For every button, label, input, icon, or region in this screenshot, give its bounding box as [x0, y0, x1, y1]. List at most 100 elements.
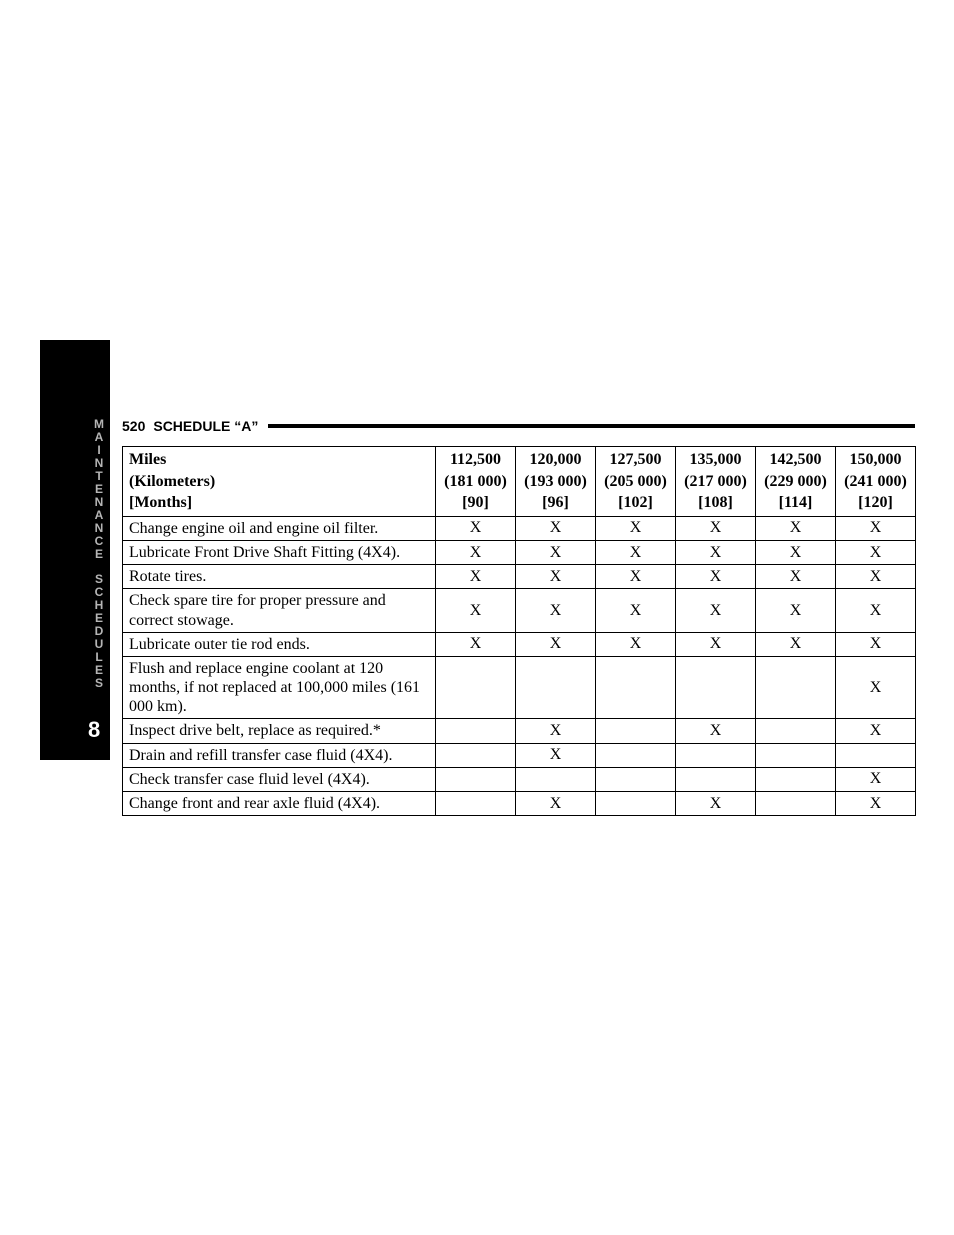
row-value-cell: X [676, 632, 756, 656]
row-value-cell: X [756, 540, 836, 564]
row-description: Lubricate Front Drive Shaft Fitting (4X4… [123, 540, 436, 564]
header-interval-cell: 127,500(205 000)[102] [596, 447, 676, 517]
row-value-cell: X [676, 719, 756, 743]
row-value-cell: X [756, 516, 836, 540]
header-interval-cell: 112,500(181 000)[90] [436, 447, 516, 517]
row-value-cell: X [836, 656, 916, 719]
row-value-cell [516, 656, 596, 719]
header-km-label: (Kilometers) [129, 471, 429, 493]
side-tab-word-schedules: SCHEDULES [92, 573, 106, 690]
row-value-cell [436, 743, 516, 767]
table-head: Miles (Kilometers) [Months] 112,500(181 … [123, 447, 916, 517]
page-header: 520 SCHEDULE “A” [122, 418, 915, 434]
header-months-value: [108] [682, 492, 749, 514]
row-value-cell: X [596, 565, 676, 589]
side-tab-section-number: 8 [88, 717, 100, 743]
row-value-cell [676, 767, 756, 791]
schedule-table: Miles (Kilometers) [Months] 112,500(181 … [122, 446, 916, 816]
row-value-cell: X [516, 632, 596, 656]
header-months-value: [102] [602, 492, 669, 514]
row-value-cell [676, 656, 756, 719]
row-value-cell [596, 743, 676, 767]
row-value-cell [756, 743, 836, 767]
row-description: Change front and rear axle fluid (4X4). [123, 792, 436, 816]
header-km-value: (241 000) [842, 471, 909, 493]
side-tab-letter: S [92, 677, 106, 690]
row-value-cell [596, 719, 676, 743]
header-months-value: [96] [522, 492, 589, 514]
section-title: SCHEDULE “A” [153, 418, 258, 434]
row-value-cell: X [596, 632, 676, 656]
row-value-cell: X [516, 719, 596, 743]
row-value-cell [436, 719, 516, 743]
row-value-cell: X [596, 540, 676, 564]
row-value-cell: X [436, 589, 516, 632]
row-value-cell: X [756, 565, 836, 589]
row-value-cell: X [596, 589, 676, 632]
header-km-value: (205 000) [602, 471, 669, 493]
row-description: Lubricate outer tie rod ends. [123, 632, 436, 656]
table-row: Lubricate Front Drive Shaft Fitting (4X4… [123, 540, 916, 564]
row-value-cell: X [836, 632, 916, 656]
table-header-row: Miles (Kilometers) [Months] 112,500(181 … [123, 447, 916, 517]
row-value-cell: X [436, 565, 516, 589]
row-value-cell: X [676, 516, 756, 540]
row-value-cell: X [756, 632, 836, 656]
header-miles-value: 135,000 [682, 449, 749, 471]
row-description: Drain and refill transfer case fluid (4X… [123, 743, 436, 767]
row-value-cell [756, 719, 836, 743]
row-value-cell: X [676, 792, 756, 816]
table-row: Rotate tires.XXXXXX [123, 565, 916, 589]
side-tab-word-maintenance: MAINTENANCE [92, 418, 106, 561]
row-value-cell [436, 767, 516, 791]
row-value-cell: X [836, 767, 916, 791]
page: MAINTENANCE SCHEDULES 8 520 SCHEDULE “A”… [0, 0, 954, 1235]
table-row: Inspect drive belt, replace as required.… [123, 719, 916, 743]
header-months-value: [90] [442, 492, 509, 514]
row-description: Change engine oil and engine oil filter. [123, 516, 436, 540]
table-body: Change engine oil and engine oil filter.… [123, 516, 916, 815]
row-value-cell: X [436, 540, 516, 564]
row-value-cell: X [516, 516, 596, 540]
schedule-table-wrap: Miles (Kilometers) [Months] 112,500(181 … [122, 446, 915, 816]
header-miles-label: Miles [129, 449, 429, 471]
row-value-cell: X [516, 589, 596, 632]
row-description: Flush and replace engine coolant at 120 … [123, 656, 436, 719]
row-value-cell: X [836, 719, 916, 743]
row-value-cell [676, 743, 756, 767]
row-value-cell: X [676, 589, 756, 632]
row-value-cell: X [516, 565, 596, 589]
header-months-value: [114] [762, 492, 829, 514]
row-value-cell: X [676, 540, 756, 564]
header-miles-value: 112,500 [442, 449, 509, 471]
table-row: Check transfer case fluid level (4X4). X [123, 767, 916, 791]
header-months-label: [Months] [129, 492, 429, 514]
row-value-cell [756, 656, 836, 719]
table-row: Change front and rear axle fluid (4X4). X… [123, 792, 916, 816]
header-km-value: (217 000) [682, 471, 749, 493]
row-value-cell: X [436, 516, 516, 540]
row-value-cell [436, 792, 516, 816]
header-interval-cell: 135,000(217 000)[108] [676, 447, 756, 517]
row-description: Check spare tire for proper pressure and… [123, 589, 436, 632]
side-tab-letter: E [92, 548, 106, 561]
row-value-cell: X [836, 516, 916, 540]
row-value-cell: X [836, 589, 916, 632]
header-interval-cell: 120,000(193 000)[96] [516, 447, 596, 517]
row-value-cell: X [676, 565, 756, 589]
table-row: Flush and replace engine coolant at 120 … [123, 656, 916, 719]
header-km-value: (181 000) [442, 471, 509, 493]
row-value-cell [756, 767, 836, 791]
row-value-cell [436, 656, 516, 719]
row-value-cell: X [516, 792, 596, 816]
row-value-cell [596, 792, 676, 816]
header-interval-cell: 150,000(241 000)[120] [836, 447, 916, 517]
header-miles-value: 120,000 [522, 449, 589, 471]
header-units-cell: Miles (Kilometers) [Months] [123, 447, 436, 517]
table-row: Check spare tire for proper pressure and… [123, 589, 916, 632]
row-description: Check transfer case fluid level (4X4). [123, 767, 436, 791]
row-value-cell: X [836, 565, 916, 589]
row-value-cell: X [836, 792, 916, 816]
row-value-cell [596, 767, 676, 791]
row-description: Inspect drive belt, replace as required.… [123, 719, 436, 743]
